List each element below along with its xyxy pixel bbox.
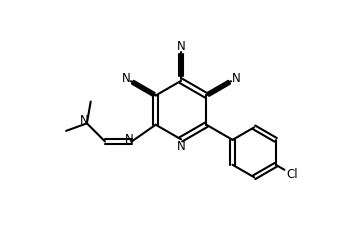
Text: N: N [125, 133, 133, 146]
Text: N: N [121, 72, 130, 85]
Text: N: N [177, 40, 185, 53]
Text: Cl: Cl [286, 168, 298, 181]
Text: N: N [177, 139, 185, 153]
Text: N: N [232, 72, 241, 85]
Text: N: N [80, 114, 89, 127]
